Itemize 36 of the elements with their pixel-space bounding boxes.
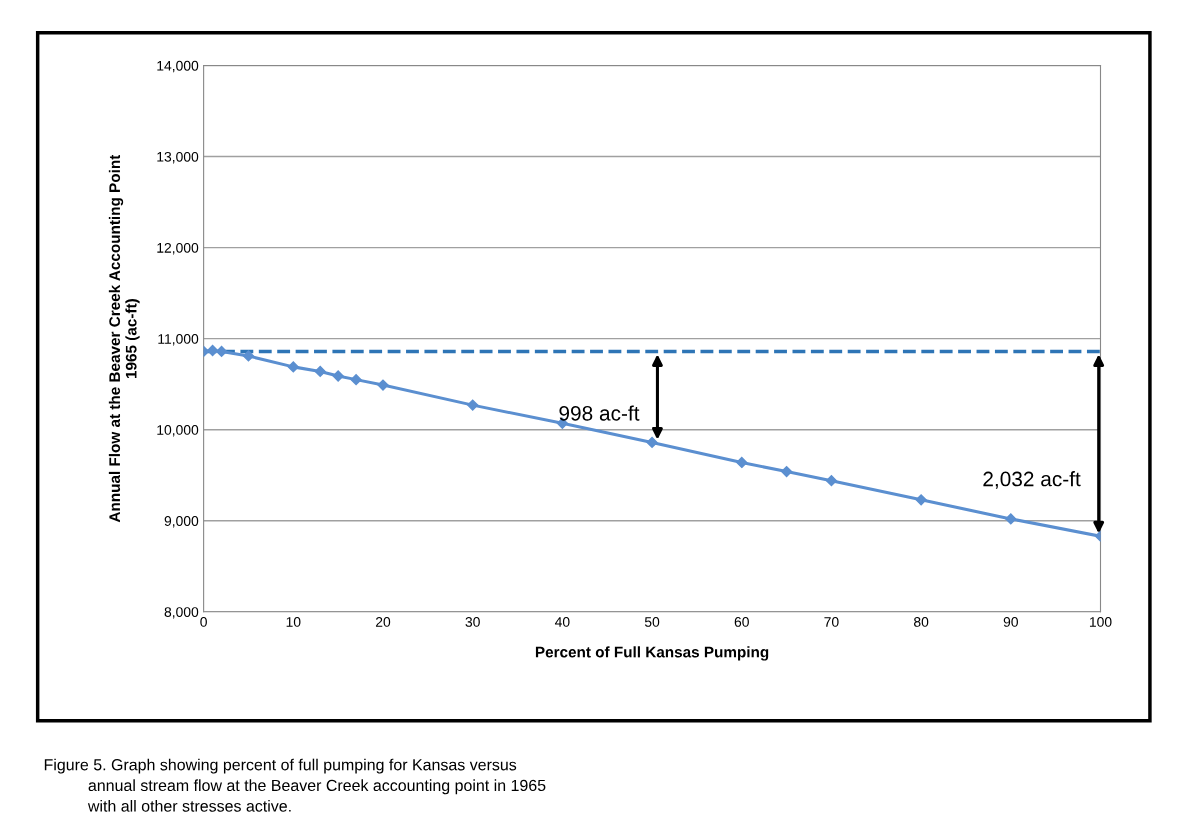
x-tick-label: 90 [1003,617,1018,627]
y-tick-label: 10,000 [157,425,199,437]
y-tick-label: 9,000 [164,516,199,528]
point [825,475,838,487]
x-tick-label: 80 [914,617,929,627]
x-tick-label: 60 [734,617,749,627]
x-tick-label: 30 [465,617,480,627]
x-tick-label: 40 [554,617,570,627]
y-tick-label: 11,000 [158,333,199,346]
point [242,350,255,362]
x-tick-label: 70 [824,617,839,627]
y-tick-label: 14,000 [157,60,199,73]
point [736,456,748,469]
x-tick-label: 10 [286,617,301,627]
point [350,374,362,386]
point [915,494,927,506]
annotation: 998 ac-ft [559,405,640,421]
x-tick-label: 20 [375,617,391,627]
x-tick-label: 100 [1089,617,1112,627]
point [467,399,479,411]
x-axis-title: Percent of Full Kansas Pumping [535,646,769,661]
point [314,365,326,378]
y-tick-label: 8,000 [164,607,199,619]
annotation: 2,032 ac-ft [983,471,1081,489]
point [646,436,658,449]
point [215,345,228,358]
point [332,370,344,382]
y-tick-label: 12,000 [157,242,199,255]
point [780,465,793,478]
point [287,361,299,373]
point [1005,513,1017,525]
x-tick-label: 0 [200,617,207,627]
x-tick-label: 50 [644,617,660,627]
caption: Figure 5. Graph showing percent of full pumping for Kansas versus annual stream flow at the Beaver Creek accounting point in 1965 with all other stresses active. [44,758,546,812]
y-axis-title: Annual Flow at the Beaver Creek Accounting Point 1965 (ac-ft) [108,154,140,523]
y-tick-label: 13,000 [157,151,199,164]
